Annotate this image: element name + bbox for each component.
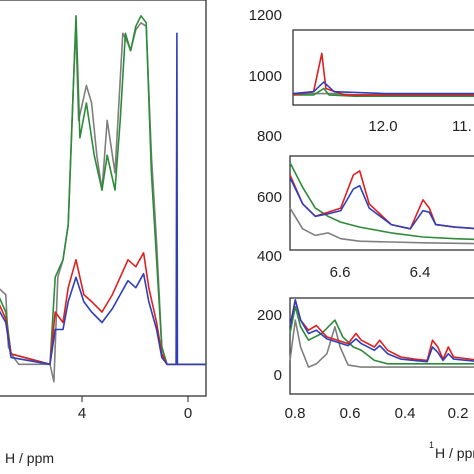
series-line-green xyxy=(289,305,474,365)
series-line-red xyxy=(292,52,474,96)
top-right-x-tick-label: 12.0 xyxy=(368,118,397,135)
series-line-red xyxy=(289,170,474,230)
y-tick-label: 600 xyxy=(257,189,282,206)
top-right-plot-frame xyxy=(292,29,474,106)
right-y-axis: 1200 1000 800 600 400 200 0 xyxy=(249,7,282,384)
main-x-axis-label: H / ppm xyxy=(5,450,54,466)
bottom-right-x-tick-label: 0.8 xyxy=(285,405,306,422)
series-line-red xyxy=(0,252,206,366)
middle-right-plot-frame xyxy=(289,155,474,251)
bottom-right-x-axis-label-superscript: 1 xyxy=(429,440,434,450)
main-x-tick-label: 4 xyxy=(78,405,86,422)
y-tick-label: 1000 xyxy=(249,68,282,85)
series-line-red xyxy=(289,299,474,362)
bottom-right-x-tick-label: 0.6 xyxy=(340,405,361,422)
bottom-right-x-tick-label: 0.2 xyxy=(448,405,469,422)
series-line-gray xyxy=(289,207,474,245)
y-tick-label: 200 xyxy=(257,307,282,324)
series-line-gray xyxy=(0,21,206,383)
middle-right-panel: 6.6 6.4 xyxy=(289,155,474,281)
series-line-blue xyxy=(289,299,474,363)
middle-right-x-tick-label: 6.6 xyxy=(330,264,351,281)
main-x-tick-label: 0 xyxy=(184,405,192,422)
y-tick-label: 800 xyxy=(257,128,282,145)
top-right-x-tick-label: 11. xyxy=(452,118,472,135)
bottom-right-series-group xyxy=(289,299,474,368)
y-tick-label: 1200 xyxy=(249,7,282,24)
series-line-green xyxy=(293,87,474,97)
main-panel: 4 0 H / ppm xyxy=(0,0,207,466)
bottom-right-x-tick-label: 0.4 xyxy=(395,405,416,422)
middle-right-x-tick-label: 6.4 xyxy=(410,264,431,281)
series-line-blue xyxy=(289,177,474,230)
series-line-green xyxy=(289,162,474,241)
bottom-right-panel: 0.8 0.6 0.4 0.2 1 H / ppm xyxy=(285,297,474,461)
series-line-blue xyxy=(0,32,206,366)
middle-right-series-group xyxy=(289,162,474,245)
y-tick-label: 0 xyxy=(274,367,282,384)
series-line-blue xyxy=(292,81,474,95)
main-series-group xyxy=(0,15,206,383)
top-right-series-group xyxy=(292,52,474,97)
y-tick-label: 400 xyxy=(257,248,282,265)
bottom-right-x-axis-label: H / ppm xyxy=(435,445,474,461)
main-plot-frame xyxy=(0,0,207,397)
top-right-panel: 12.0 11. xyxy=(292,29,474,135)
series-line-gray xyxy=(289,319,474,368)
series-line-green xyxy=(0,15,206,366)
bottom-right-plot-frame xyxy=(289,297,474,395)
